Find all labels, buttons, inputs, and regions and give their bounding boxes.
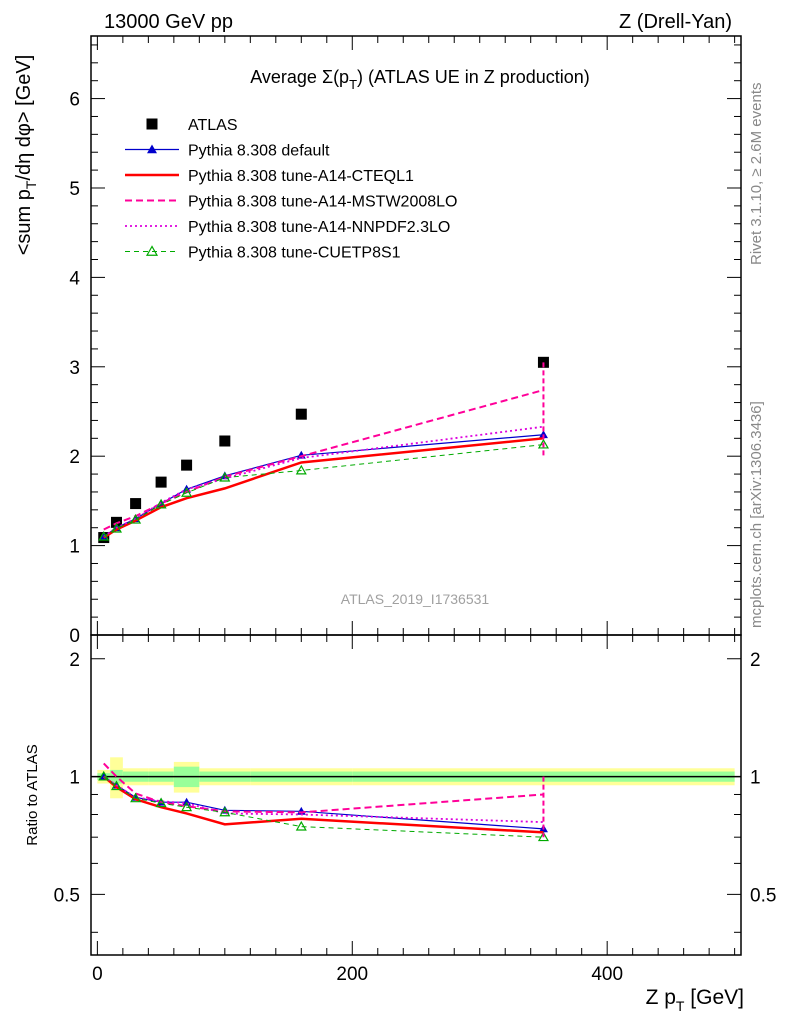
header-right: Z (Drell-Yan)	[619, 11, 732, 33]
title-sub: T	[349, 77, 357, 92]
legend-label-atlas: ATLAS	[188, 117, 238, 134]
ratio-marker-pythia-8-308-tune-cuetp8s1	[537, 831, 549, 842]
ylabel-sub: T	[23, 180, 39, 189]
xlabel-main: Z p	[646, 986, 676, 1009]
series-marker-pythia-8-308-tune-cuetp8s1	[130, 513, 142, 524]
y-axis-label: <sum pT/dη dφ> [GeV]	[13, 55, 39, 256]
x-tick-label: 200	[336, 964, 368, 985]
legend-label-pythia-8-308-tune-a14-mstw2008lo: Pythia 8.308 tune-A14-MSTW2008LO	[188, 194, 457, 211]
ratio-tick-label-left: 0.5	[54, 885, 80, 906]
series-line-pythia-8-308-tune-a14-cteql1	[103, 437, 544, 539]
legend-label-pythia-8-308-tune-cuetp8s1: Pythia 8.308 tune-CUETP8S1	[188, 245, 401, 262]
ratio-y-axis-label: Ratio to ATLAS	[24, 744, 41, 845]
legend: ATLAS Pythia 8.308 default Pythia 8.308 tu…	[125, 117, 457, 262]
y-tick-label: 3	[69, 358, 80, 379]
ratio-marker-pythia-8-308-tune-cuetp8s1	[130, 792, 142, 803]
y-tick-label: 6	[69, 90, 80, 111]
ratio-tick-label-right: 0.5	[750, 885, 776, 906]
legend-label-pythia-8-308-tune-a14-cteql1: Pythia 8.308 tune-A14-CTEQL1	[188, 168, 414, 185]
y-tick-label: 2	[69, 447, 80, 468]
ratio-tick-label-left: 2	[69, 650, 80, 671]
main-panel: 0 1 2 3 4 5 6	[69, 35, 742, 647]
mcplots-label: mcplots.cern.ch [arXiv:1306.3436]	[748, 401, 765, 628]
legend-marker-pythia-8-308-default	[147, 144, 157, 154]
chart-title: Average Σ(pT) (ATLAS UE in Z production)	[250, 67, 590, 92]
rivet-label: Rivet 3.1.10, ≥ 2.6M events	[748, 83, 765, 266]
analysis-watermark: ATLAS_2019_I1736531	[341, 591, 490, 607]
header-left: 13000 GeV pp	[104, 11, 233, 33]
ylabel-post: /dη dφ> [GeV]	[13, 55, 35, 181]
series-marker-pythia-8-308-tune-cuetp8s1	[219, 471, 231, 482]
series-marker-pythia-8-308-tune-cuetp8s1	[181, 487, 193, 497]
data-point-atlas	[295, 408, 307, 420]
series-line-pythia-8-308-tune-cuetp8s1	[103, 444, 544, 538]
series-marker-pythia-8-308-tune-cuetp8s1	[110, 522, 123, 533]
x-tick-label: 400	[591, 964, 623, 985]
series-marker-pythia-8-308-tune-cuetp8s1	[537, 438, 549, 449]
x-axis-label: Z pT [GeV]	[646, 986, 744, 1014]
ratio-line-pythia-8-308-tune-a14-mstw2008lo	[103, 762, 544, 814]
series-marker-pythia-8-308-default	[538, 430, 548, 439]
data-point-atlas	[219, 435, 231, 447]
ratio-line-pythia-8-308-tune-a14-nnpdf2-3lo	[103, 775, 544, 823]
ratio-tick-label-right: 2	[750, 650, 761, 671]
ratio-tick-label-right: 1	[750, 768, 761, 789]
ratio-marker-pythia-8-308-tune-cuetp8s1	[295, 820, 307, 831]
data-point-atlas	[155, 476, 167, 488]
title-rest: ) (ATLAS UE in Z production)	[357, 67, 590, 87]
legend-label-pythia-8-308-tune-a14-nnpdf2-3lo: Pythia 8.308 tune-A14-NNPDF2.3LO	[188, 219, 450, 236]
ratio-tick-label-left: 1	[69, 768, 80, 789]
y-tick-label: 0	[69, 626, 80, 647]
legend-marker-pythia-8-308-tune-cuetp8s1	[145, 245, 159, 256]
series-line-pythia-8-308-tune-a14-nnpdf2-3lo	[103, 425, 544, 538]
data-point-atlas	[130, 498, 142, 510]
y-tick-label: 1	[69, 537, 80, 558]
y-tick-label: 4	[69, 268, 80, 289]
series-marker-pythia-8-308-tune-cuetp8s1	[295, 464, 307, 475]
ratio-marker-pythia-8-308-tune-cuetp8s1	[155, 797, 167, 808]
ratio-panel: 0 200 400 0.5 0.5 1 1 2 2	[54, 634, 776, 985]
data-point-atlas	[181, 459, 193, 471]
x-tick-label: 0	[92, 964, 103, 985]
series-marker-pythia-8-308-tune-cuetp8s1	[98, 530, 110, 541]
xlabel-unit: [GeV]	[684, 986, 744, 1009]
legend-label-pythia-8-308-default: Pythia 8.308 default	[188, 143, 330, 160]
ylabel-pre: <sum p	[13, 189, 35, 255]
title-sigma: Σ(p	[322, 67, 349, 87]
xlabel-sub: T	[676, 998, 685, 1014]
ratio-frame	[90, 634, 742, 956]
y-tick-label: 5	[69, 179, 80, 200]
series-marker-pythia-8-308-tune-cuetp8s1	[155, 498, 167, 509]
ratio-marker-pythia-8-308-tune-cuetp8s1	[110, 780, 123, 791]
series-line-pythia-8-308-tune-a14-mstw2008lo	[103, 389, 544, 531]
ratio-marker-pythia-8-308-tune-cuetp8s1	[219, 806, 231, 817]
ratio-marker-pythia-8-308-tune-cuetp8s1	[181, 801, 193, 812]
legend-marker-atlas	[146, 118, 158, 130]
ratio-marker-pythia-8-308-tune-cuetp8s1	[98, 770, 110, 781]
title-main: Average	[250, 67, 322, 87]
